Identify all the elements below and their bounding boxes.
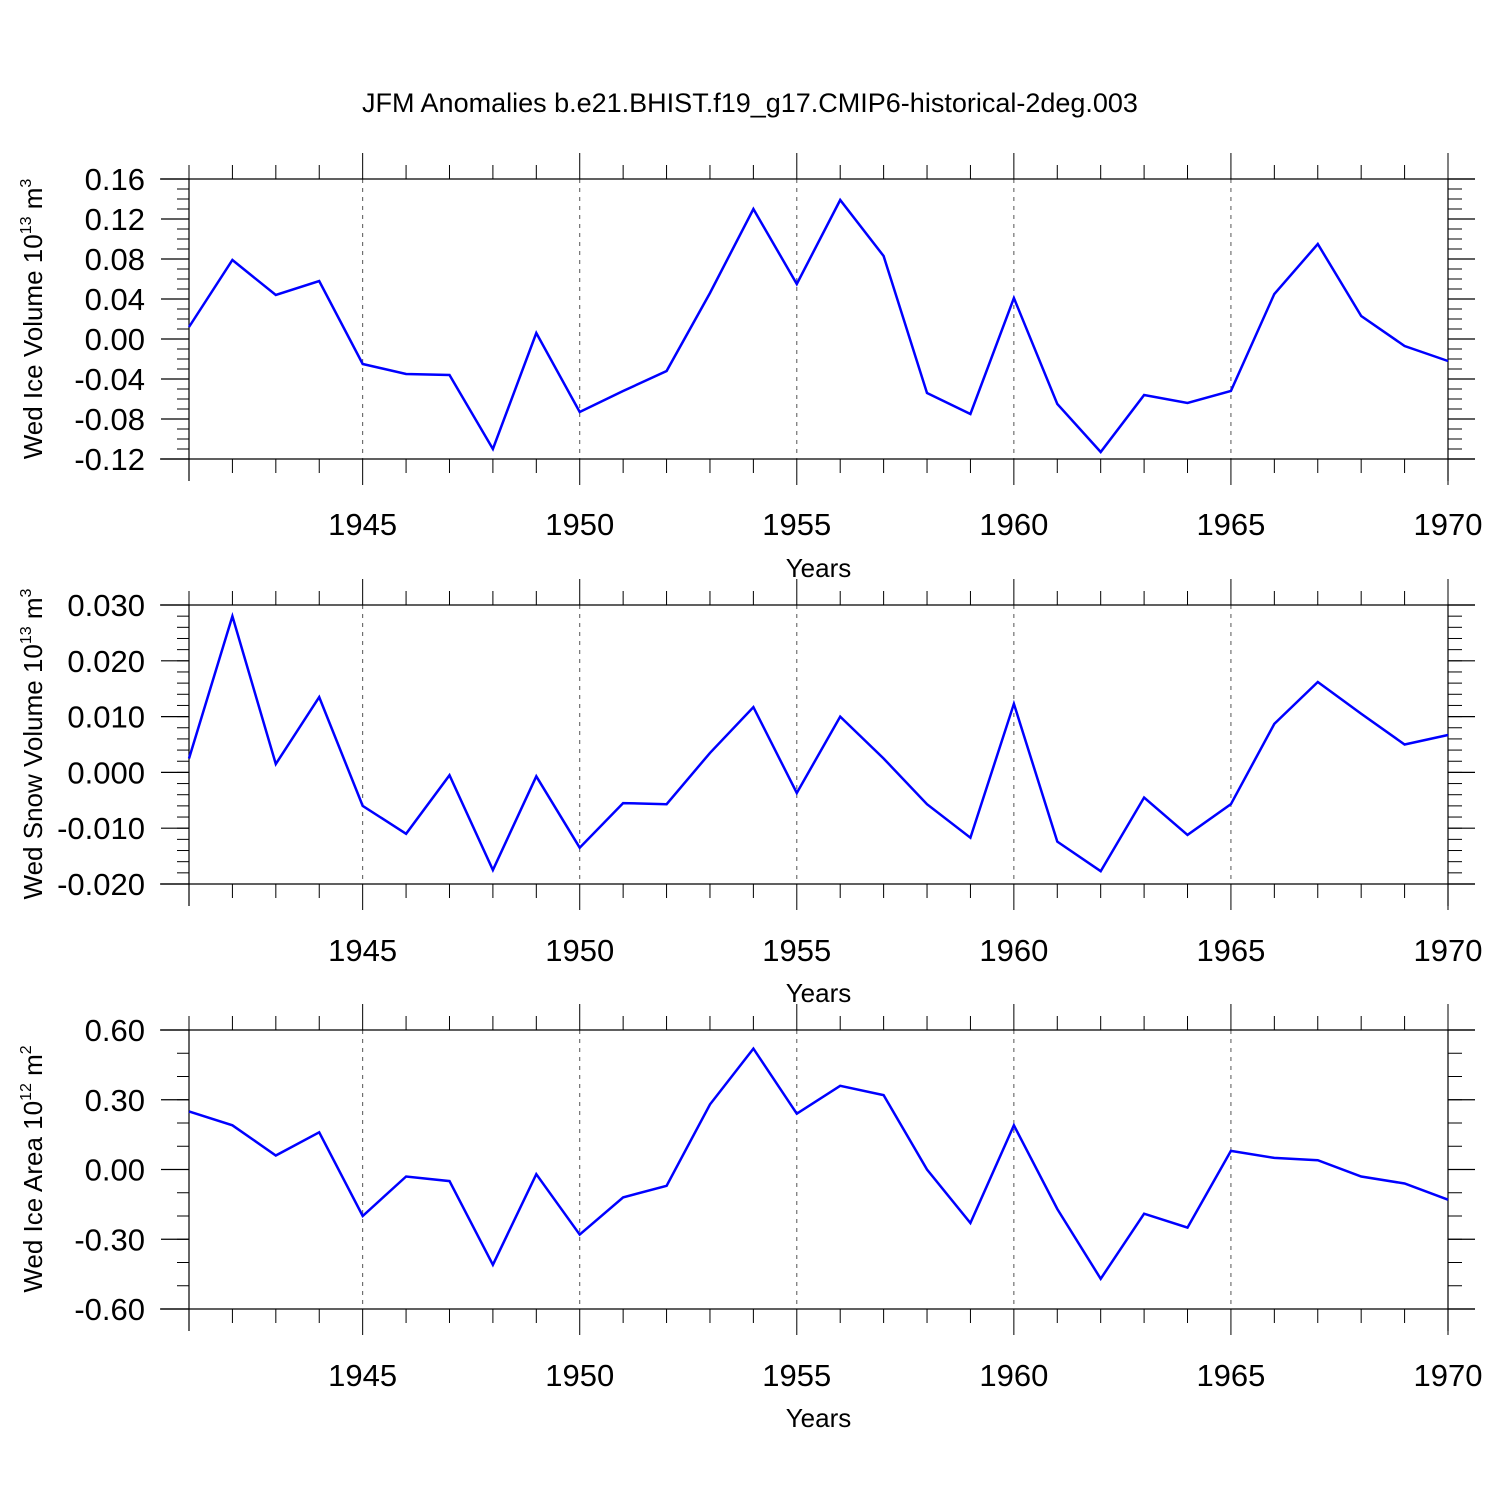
y-axis-label: Wed Ice Volume 1013 m3 <box>18 179 48 460</box>
y-tick-label: -0.30 <box>74 1222 145 1257</box>
y-tick-label: 0.00 <box>85 322 145 357</box>
x-tick-label: 1965 <box>1196 933 1265 968</box>
x-tick-label: 1955 <box>762 1358 831 1393</box>
series-line <box>187 611 1449 873</box>
x-tick-label: 1950 <box>545 1358 614 1393</box>
chart-panel-1: -0.12 -0.08 -0.04 0.00 0.04 0.08 0.12 0.16 1945 1… <box>18 153 1482 583</box>
y-tick-label: -0.04 <box>74 362 145 397</box>
x-tick-label: 1950 <box>545 933 614 968</box>
y-tick-label: 0.010 <box>67 700 145 735</box>
x-tick-label: 1945 <box>328 1358 397 1393</box>
x-axis-label: Years <box>786 978 852 1008</box>
x-tick-label: 1970 <box>1414 933 1483 968</box>
x-tick-label: 1955 <box>762 507 831 542</box>
y-tick-label: 0.60 <box>85 1013 145 1048</box>
y-tick-label: 0.04 <box>85 282 145 317</box>
x-tick-label: 1960 <box>979 507 1048 542</box>
x-tick-label: 1945 <box>328 507 397 542</box>
figure-title: JFM Anomalies b.e21.BHIST.f19_g17.CMIP6-… <box>362 88 1138 118</box>
y-tick-label: -0.010 <box>57 811 145 846</box>
y-tick-label: 0.000 <box>67 755 145 790</box>
y-tick-label: 0.30 <box>85 1083 145 1118</box>
x-tick-label: 1960 <box>979 933 1048 968</box>
y-tick-label: -0.60 <box>74 1292 145 1327</box>
x-tick-label: 1970 <box>1414 1358 1483 1393</box>
y-tick-label: 0.030 <box>67 588 145 623</box>
chart-panel-2: -0.020 -0.010 0.000 0.010 0.020 0.030 1945 1950… <box>18 579 1482 1008</box>
y-tick-label: 0.12 <box>85 202 145 237</box>
y-tick-label: -0.020 <box>57 867 145 902</box>
x-axis-label: Years <box>786 553 852 583</box>
y-tick-label: 0.020 <box>67 644 145 679</box>
x-tick-label: 1945 <box>328 933 397 968</box>
x-tick-label: 1950 <box>545 507 614 542</box>
y-tick-label: -0.08 <box>74 402 145 437</box>
series-line <box>187 197 1449 454</box>
y-axis-label: Wed Ice Area 1012 m2 <box>18 1045 48 1292</box>
x-tick-label: 1960 <box>979 1358 1048 1393</box>
x-tick-label: 1965 <box>1196 1358 1265 1393</box>
y-tick-label: 0.16 <box>85 162 145 197</box>
y-axis-label: Wed Snow Volume 1013 m3 <box>18 588 48 899</box>
x-tick-label: 1965 <box>1196 507 1265 542</box>
series-line <box>188 1046 1449 1282</box>
x-tick-label: 1955 <box>762 933 831 968</box>
y-tick-label: -0.12 <box>74 442 145 477</box>
x-tick-label: 1970 <box>1414 507 1483 542</box>
chart-panel-3: -0.60 -0.30 0.00 0.30 0.60 1945 1950 1955 1960 19… <box>18 1004 1482 1433</box>
y-tick-label: 0.00 <box>85 1153 145 1188</box>
x-axis-label: Years <box>786 1403 852 1433</box>
y-tick-label: 0.08 <box>85 242 145 277</box>
